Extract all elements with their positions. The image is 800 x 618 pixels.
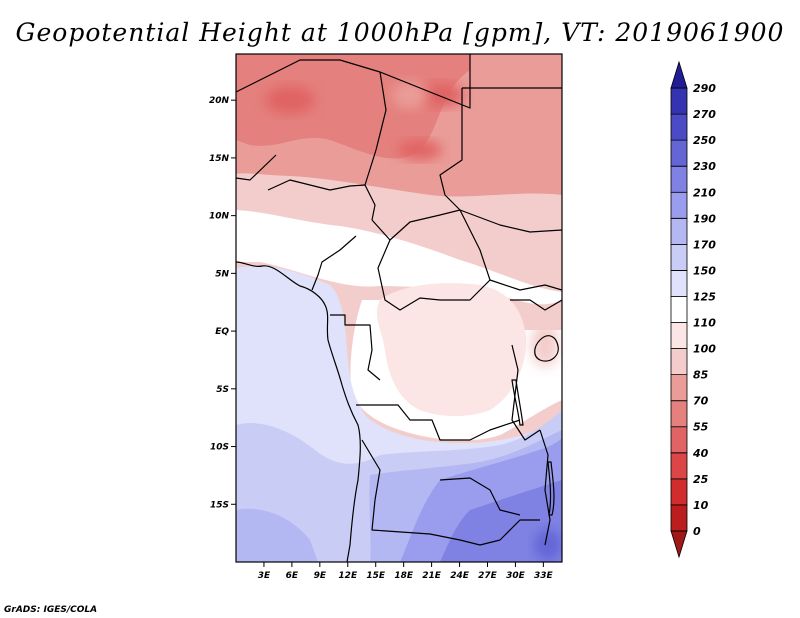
y-tick-label-0: 20N: [209, 96, 230, 106]
colorbar-label-17: 290: [693, 82, 716, 95]
lake-malawi: [547, 461, 555, 516]
colorbar-label-10: 150: [693, 264, 716, 277]
colorbar-label-0: 0: [693, 525, 701, 538]
band-north-core: [236, 54, 470, 159]
colorbar-swatch-12: [670, 217, 688, 245]
border-north-6: [236, 154, 277, 181]
region-congo: [376, 283, 526, 416]
border-mid-2: [377, 239, 491, 311]
colorbar-label-8: 110: [693, 317, 716, 330]
x-tick-label-8: 27E: [478, 571, 498, 581]
y-tick-label-6: 10S: [210, 443, 229, 453]
colorbar-label-7: 100: [693, 343, 716, 356]
grads-credit: GrADS: IGES/COLA: [4, 605, 98, 615]
border-mid-1: [459, 209, 562, 291]
colorbar-label-1: 10: [693, 499, 709, 512]
border-east-2: [511, 344, 541, 441]
blob-north-dark-1: [265, 86, 315, 114]
map-frame: [235, 53, 563, 563]
colorbar-swatch-3: [670, 452, 688, 480]
colorbar-label-4: 55: [693, 421, 709, 434]
lake-tanganyika: [511, 379, 524, 426]
colorbar-swatch-11: [670, 243, 688, 271]
colorbar-swatch-0: [670, 530, 688, 559]
height-field: [236, 54, 562, 562]
colorbar-swatch-6: [670, 374, 688, 402]
chart-title: Geopotential Height at 1000hPa [gpm], VT…: [15, 18, 785, 47]
colorbar-label-5: 70: [693, 395, 709, 408]
colorbar-swatch-10: [670, 270, 688, 297]
blob-north-light: [392, 81, 428, 109]
y-tick-label-7: 15S: [210, 500, 229, 510]
border-south-3: [539, 429, 551, 546]
border-congo-2: [356, 404, 521, 441]
x-tick-label-0: 3E: [258, 571, 271, 581]
border-north-1: [236, 59, 381, 93]
y-tick-label-1: 15N: [209, 154, 230, 164]
colorbar-swatch-2: [670, 478, 688, 506]
border-east-1: [510, 299, 562, 311]
colorbar-label-3: 40: [692, 447, 709, 460]
blob-north-dark-2: [398, 140, 442, 160]
colorbar-label-12: 190: [693, 212, 716, 225]
x-axis: 3E 6E 9E 12E 15E 18E 21E 24E 27E 30E 33E: [258, 562, 554, 581]
coastline-west: [236, 261, 361, 562]
colorbar-swatch-18: [670, 60, 688, 89]
border-north-3: [379, 54, 471, 109]
colorbar-swatch-15: [670, 139, 688, 167]
y-tick-label-2: 10N: [209, 212, 230, 222]
x-tick-label-10: 33E: [534, 571, 554, 581]
border-sahel-3: [311, 235, 357, 291]
colorbar-swatch-4: [670, 426, 688, 454]
y-tick-label-4: EQ: [215, 327, 229, 337]
colorbar-label-2: 25: [693, 473, 709, 486]
border-sahel-1: [267, 179, 376, 221]
blob-southeast-max: [534, 529, 562, 561]
colorbar-swatch-5: [670, 400, 688, 428]
colorbar-swatch-16: [670, 113, 688, 141]
colorbar-label-14: 230: [693, 160, 716, 173]
border-sahel-2: [371, 209, 562, 241]
colorbar-swatch-1: [670, 504, 688, 532]
region-southwest: [236, 508, 318, 562]
border-north-2: [364, 71, 387, 186]
lake-victoria: [534, 335, 559, 362]
colorbar-label-6: 85: [693, 369, 709, 382]
x-tick-label-6: 21E: [422, 571, 442, 581]
band-white: [236, 210, 562, 305]
border-south-1: [361, 439, 540, 546]
colorbar-swatch-14: [670, 165, 688, 193]
colorbar-label-13: 210: [693, 186, 716, 199]
border-congo-1: [330, 314, 381, 381]
blob-lakes: [531, 323, 559, 367]
colorbar: 0 10 25 40 55 70 85 100 110 125 150 170 190 210 230 250…: [670, 60, 716, 559]
y-axis: 20N 15N 10N 5N EQ 5S 10S 15S: [209, 96, 236, 510]
y-tick-label-5: 5S: [216, 385, 229, 395]
borders-layer: [236, 54, 562, 562]
border-north-5: [439, 88, 463, 211]
band-white-belt: [350, 300, 562, 441]
colorbar-swatch-17: [670, 87, 688, 115]
colorbar-swatch-9: [670, 296, 688, 323]
region-southeast-peak: [440, 480, 562, 562]
colorbar-label-16: 270: [693, 108, 716, 121]
colorbar-label-9: 125: [693, 290, 716, 303]
x-tick-label-5: 18E: [394, 571, 414, 581]
x-tick-label-2: 9E: [314, 571, 327, 581]
x-tick-label-3: 12E: [338, 571, 358, 581]
border-south-2: [439, 477, 521, 516]
colorbar-swatch-13: [670, 191, 688, 219]
x-tick-label-7: 24E: [450, 571, 470, 581]
x-tick-label-4: 15E: [366, 571, 386, 581]
x-tick-label-1: 6E: [286, 571, 299, 581]
colorbar-label-15: 250: [693, 134, 716, 147]
colorbar-swatch-7: [670, 348, 688, 376]
colorbar-label-11: 170: [693, 238, 716, 251]
colorbar-swatch-8: [670, 322, 688, 349]
y-tick-label-3: 5N: [215, 269, 229, 279]
x-tick-label-9: 30E: [506, 571, 526, 581]
